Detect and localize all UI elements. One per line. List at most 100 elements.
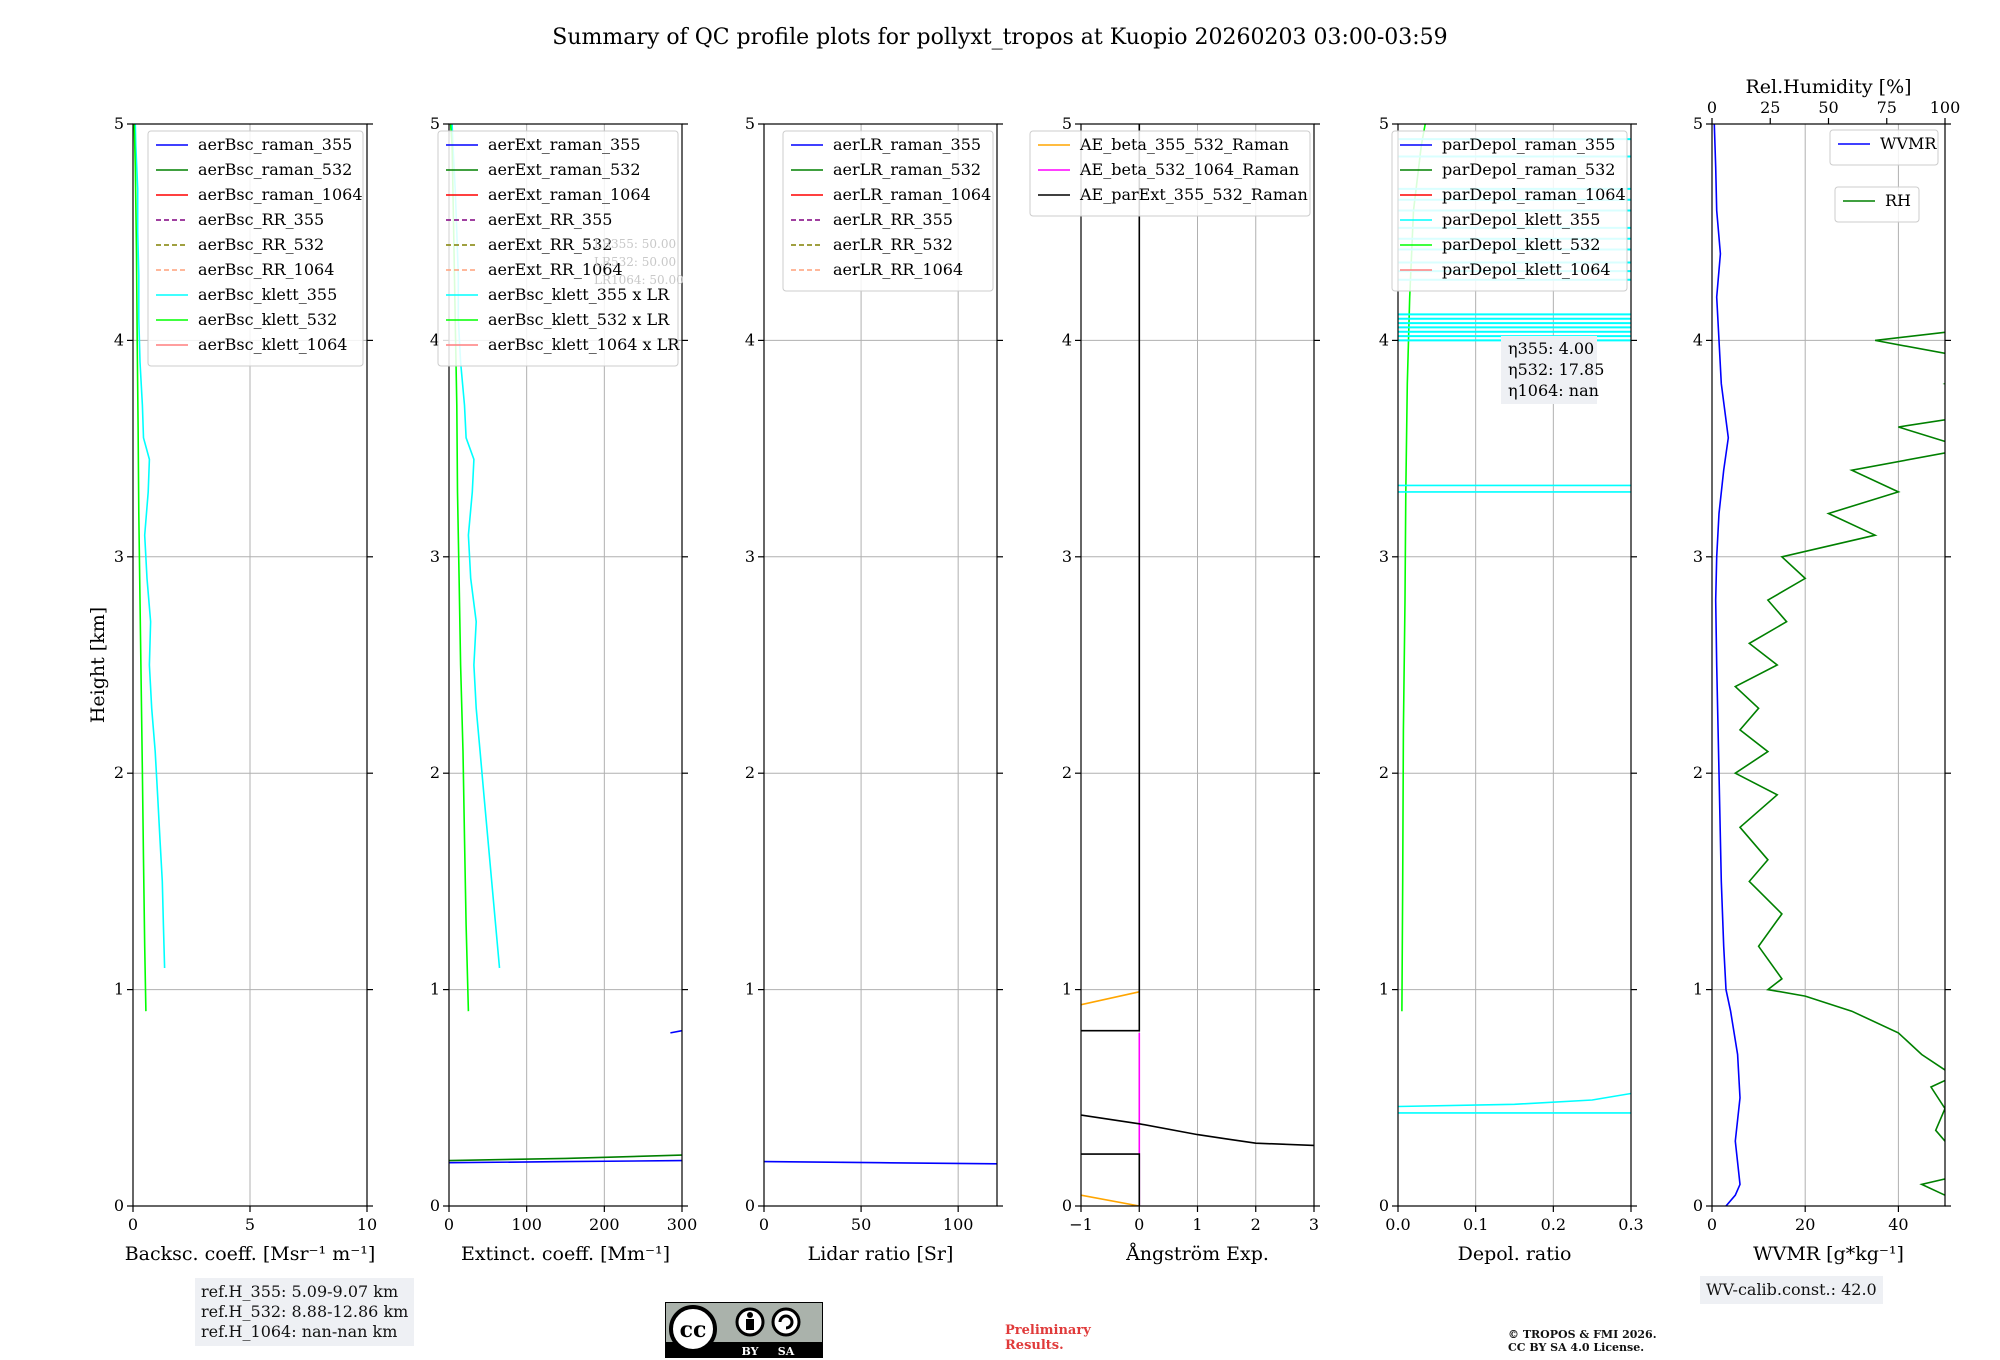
x-tick-label: 3 [1309,1215,1319,1234]
series-line-aerExt_raman_355_upper [670,1029,682,1034]
y-tick-label: 4 [745,330,755,349]
panel-water_vapour: 0 20 40 0 1 2 3 4 5 WVMR [g*kg⁻¹] 0 25 50 75 100 Rel.Hu… [1693,76,1960,1265]
x-tick-label: 10 [357,1215,377,1234]
series-line-aerExt_raman_355 [449,1159,682,1164]
legend: parDepol_raman_355 parDepol_raman_532 parD… [1391,130,1628,292]
series-line-AE_beta_355_532_Raman_b [1081,991,1140,1006]
legend-label: aerLR_RR_1064 [833,260,963,279]
axes-frame [448,123,683,1207]
y-tick-label: 1 [1062,980,1072,999]
series-line-aerExt_raman_532 [449,1154,682,1162]
panel-lidar_ratio: 0 50 100 0 1 2 3 4 5 Lidar ratio [Sr] aerLR_raman_… [745,114,1003,1265]
legend-box [1829,129,1939,166]
y-tick-label: 1 [114,980,124,999]
legend: RH [1834,186,1920,223]
y-axis-label: Height [km] [87,607,109,723]
series-line-WVMR [1713,124,1741,1206]
y-tick-label: 0 [430,1196,440,1215]
legend: aerLR_raman_355 aerLR_raman_532 aerLR_rama… [782,130,994,292]
panel-backscatter: 0 5 10 0 1 2 3 4 5 Backsc. coeff. [Msr⁻¹ m⁻¹] Heig… [87,114,377,1265]
legend-label: aerLR_RR_355 [833,210,953,229]
series-line-AE_parExt_355_532_Raman_a [1081,1153,1141,1206]
y-tick-label: 4 [1693,330,1703,349]
y-tick-label: 5 [114,114,124,133]
legend-label: aerExt_RR_1064 [488,260,623,279]
series-line-AE_beta_355_532_Raman [1081,1194,1140,1206]
legend-label: aerExt_raman_532 [488,160,641,179]
legend-label: aerBsc_klett_532 [198,310,337,329]
axes-frame [763,123,998,1207]
y-tick-label: 2 [1062,763,1072,782]
legend-label: aerLR_raman_532 [833,160,981,179]
cc-text: cc [680,1317,707,1343]
copyright-note: © TROPOS & FMI 2026. CC BY SA 4.0 Licens… [1508,1328,1657,1354]
series-line-parDepol_klett_355_low_a [1398,1092,1631,1108]
x-tick-label: 0.0 [1385,1215,1410,1234]
x-axis-label: Backsc. coeff. [Msr⁻¹ m⁻¹] [125,1243,376,1265]
legend: aerBsc_raman_355 aerBsc_raman_532 aerBsc_r… [147,130,364,367]
y-tick-label: 0 [745,1196,755,1215]
legend-label: aerExt_RR_532 [488,235,612,254]
panel-depol: 0.0 0.1 0.2 0.3 0 1 2 3 4 5 Depol. ratio parDepol_r… [1379,114,1644,1265]
eta-note-line: η532: 17.85 [1508,360,1604,379]
top-x-tick-label: 75 [1877,98,1897,117]
legend-label: AE_beta_355_532_Raman [1079,135,1289,154]
sa-label: SA [778,1345,795,1358]
legend: aerExt_raman_355 aerExt_raman_532 aerExt_r… [437,130,680,367]
preliminary-results-note: Preliminary Results. [1005,1323,1091,1353]
legend-label: AE_parExt_355_532_Raman [1079,185,1308,204]
y-tick-label: 5 [1693,114,1703,133]
series-line-AE_parExt_355_532_Raman_c [1081,1114,1314,1147]
y-tick-label: 1 [745,980,755,999]
legend-label: aerBsc_klett_355 [198,285,337,304]
eta-note-line: η1064: nan [1508,381,1599,400]
series-group [1713,124,1945,1206]
series-line-AE_parExt_355_532_Raman_b [1081,124,1141,1032]
x-axis-label: Lidar ratio [Sr] [808,1243,954,1265]
x-tick-label: 0 [444,1215,454,1234]
series-group [764,1160,997,1165]
x-tick-label: 0.1 [1463,1215,1488,1234]
ref-height-532: ref.H_532: 8.88-12.86 km [201,1302,409,1321]
x-tick-label: 20 [1795,1215,1815,1234]
legend-label: aerBsc_klett_532 x LR [488,310,670,329]
y-tick-label: 2 [114,763,124,782]
legend-label: parDepol_raman_355 [1442,135,1615,154]
copyright-line-2: CC BY SA 4.0 License. [1508,1341,1645,1354]
legend-label: parDepol_raman_1064 [1442,185,1626,204]
legend-label: aerBsc_RR_355 [198,210,324,229]
y-tick-label: 4 [1062,330,1072,349]
lidar-ratio-note: LR532: 50.00 [594,255,676,269]
x-tick-label: 100 [511,1215,542,1234]
x-axis-label: Extinct. coeff. [Mm⁻¹] [461,1243,670,1265]
y-tick-label: 0 [1693,1196,1703,1215]
legend-label: aerBsc_raman_532 [198,160,352,179]
legend-label: aerBsc_klett_1064 x LR [488,335,680,354]
preliminary-line-2: Results. [1005,1338,1064,1353]
legend-label: aerLR_RR_532 [833,235,953,254]
x-tick-label: 5 [245,1215,255,1234]
legend-label: aerExt_RR_355 [488,210,612,229]
figure-title: Summary of QC profile plots for pollyxt_… [552,25,1447,50]
legend: AE_beta_355_532_Raman AE_beta_532_1064_Ra… [1029,130,1311,217]
y-tick-label: 4 [1379,330,1389,349]
y-tick-label: 3 [1693,547,1703,566]
series-group [1081,124,1314,1206]
y-tick-label: 1 [1693,980,1703,999]
y-tick-label: 1 [1379,980,1389,999]
legend-label: parDepol_raman_532 [1442,160,1615,179]
legend-label: aerBsc_RR_532 [198,235,324,254]
x-tick-label: 300 [667,1215,698,1234]
legend-box [1391,130,1628,292]
ref-height-1064: ref.H_1064: nan-nan km [201,1322,398,1341]
legend-label: WVMR [1880,134,1937,153]
lidar-ratio-note: LR355: 50.00 [594,237,676,251]
by-label: BY [742,1345,759,1358]
eta-note-line: η355: 4.00 [1508,339,1594,358]
x-tick-label: 0 [1134,1215,1144,1234]
top-x-tick-label: 25 [1760,98,1780,117]
preliminary-line-1: Preliminary [1005,1323,1091,1338]
y-tick-label: 5 [430,114,440,133]
